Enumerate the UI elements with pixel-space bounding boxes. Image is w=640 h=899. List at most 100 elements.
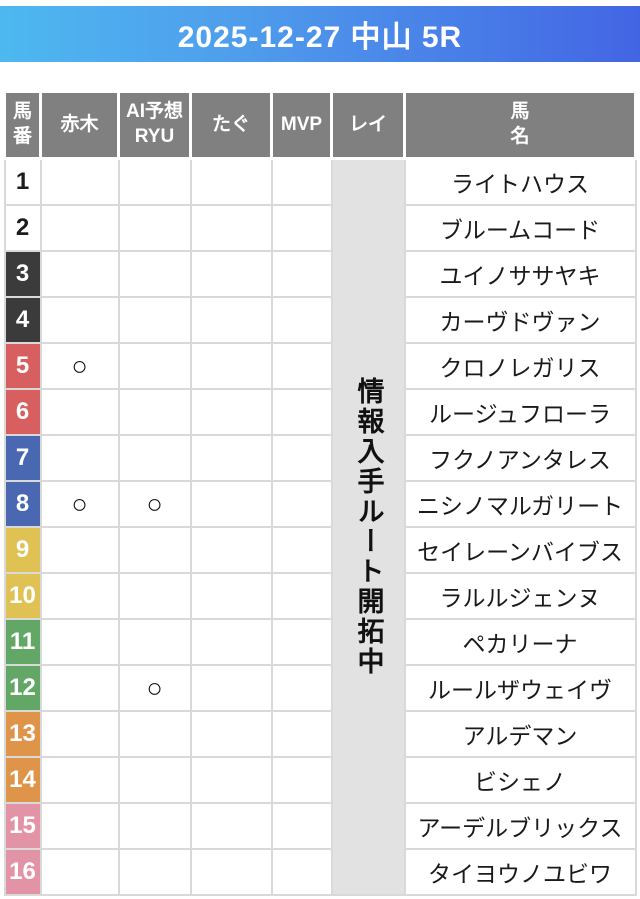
rei-notice-vertical-text: 情報入手ルート開拓中 — [353, 377, 384, 677]
column-header-mvp: MVP — [270, 90, 333, 160]
tipster-mark-cell-mvp — [270, 157, 333, 206]
tipster-mark-cell-tagu — [189, 756, 273, 804]
horse-number-cell: 3 — [3, 250, 42, 298]
tipster-mark-cell-ai — [117, 526, 192, 574]
horse-name-cell: ルールザウェイヴ — [403, 664, 637, 712]
rei-column-notice-cell: 情報入手ルート開拓中 — [330, 157, 406, 896]
tipster-mark-cell-akagi — [39, 526, 120, 574]
tipster-mark-cell-ai — [117, 388, 192, 436]
tipster-mark-cell-mvp — [270, 710, 333, 758]
tipster-mark-cell-mvp — [270, 848, 333, 896]
tipster-mark-cell-akagi — [39, 572, 120, 620]
tipster-mark-cell-tagu — [189, 618, 273, 666]
horse-number-cell: 15 — [3, 802, 42, 850]
table-row: 11 ペカリーナ — [3, 618, 637, 666]
tipster-mark-cell-tagu — [189, 710, 273, 758]
tipster-mark-cell-ai — [117, 756, 192, 804]
tipster-mark-cell-mvp — [270, 250, 333, 298]
tipster-mark-cell-akagi — [39, 250, 120, 298]
table-row: 7 フクノアンタレス — [3, 434, 637, 482]
table-row: 13 アルデマン — [3, 710, 637, 758]
tipster-mark-cell-tagu — [189, 480, 273, 528]
tipster-mark-cell-tagu — [189, 342, 273, 390]
tipster-mark-cell-akagi — [39, 802, 120, 850]
horse-name-cell: ユイノササヤキ — [403, 250, 637, 298]
tipster-mark-cell-akagi — [39, 618, 120, 666]
horse-number-cell: 5 — [3, 342, 42, 390]
horse-name-cell: カーヴドヴァン — [403, 296, 637, 344]
table-row: 14 ビシェノ — [3, 756, 637, 804]
tipster-mark-cell-tagu — [189, 296, 273, 344]
horse-name-cell: フクノアンタレス — [403, 434, 637, 482]
race-title: 2025-12-27 中山 5R — [177, 21, 463, 54]
table-row: 5 ○ クロノレガリス — [3, 342, 637, 390]
horse-name-cell: ニシノマルガリート — [403, 480, 637, 528]
horse-number-cell: 14 — [3, 756, 42, 804]
tipster-mark-cell-mvp — [270, 618, 333, 666]
tipster-mark-cell-akagi — [39, 710, 120, 758]
horse-name-cell: セイレーンバイブス — [403, 526, 637, 574]
horse-name-cell: ライトハウス — [403, 157, 637, 206]
column-header-name: 馬 名 — [403, 90, 637, 160]
tipster-mark-cell-akagi — [39, 434, 120, 482]
tipster-mark-cell-tagu — [189, 848, 273, 896]
table-row: 3 ユイノササヤキ — [3, 250, 637, 298]
horse-name-cell: クロノレガリス — [403, 342, 637, 390]
table-row: 12 ○ ルールザウェイヴ — [3, 664, 637, 712]
tipster-mark-cell-akagi — [39, 664, 120, 712]
tipster-mark-cell-akagi — [39, 204, 120, 252]
tipster-mark-cell-tagu — [189, 664, 273, 712]
tipster-mark-cell-ai — [117, 342, 192, 390]
horse-number-cell: 2 — [3, 204, 42, 252]
horse-number-cell: 10 — [3, 572, 42, 620]
horse-name-cell: ビシェノ — [403, 756, 637, 804]
horse-number-cell: 1 — [3, 157, 42, 206]
table-row: 2 ブルームコード — [3, 204, 637, 252]
tipster-mark-cell-ai — [117, 710, 192, 758]
tipster-mark-cell-akagi — [39, 388, 120, 436]
table-row: 6 ルージュフローラ — [3, 388, 637, 436]
table-header-row: 馬 番赤木 AI予想 RYU たぐ MVP レイ馬 名 — [3, 90, 637, 160]
tipster-mark-cell-akagi: ○ — [39, 342, 120, 390]
column-header-akagi: 赤木 — [39, 90, 120, 160]
horse-name-cell: ブルームコード — [403, 204, 637, 252]
tipster-mark-cell-tagu — [189, 388, 273, 436]
tipster-mark-cell-mvp — [270, 664, 333, 712]
table-row: 8 ○ ○ ニシノマルガリート — [3, 480, 637, 528]
horse-number-cell: 8 — [3, 480, 42, 528]
column-header-ai: AI予想 RYU — [117, 90, 192, 160]
table-row: 4 カーヴドヴァン — [3, 296, 637, 344]
race-sheet-page: { "header": { "title": "2025-12-27 中山 5R… — [0, 6, 640, 899]
horse-number-cell: 4 — [3, 296, 42, 344]
tipster-mark-cell-mvp — [270, 572, 333, 620]
tipster-mark-cell-tagu — [189, 250, 273, 298]
tipster-mark-cell-ai: ○ — [117, 480, 192, 528]
column-header-tagu: たぐ — [189, 90, 273, 160]
column-header-rei: レイ — [330, 90, 406, 160]
tipster-mark-cell-akagi: ○ — [39, 480, 120, 528]
table-row: 15 アーデルブリックス — [3, 802, 637, 850]
tipster-mark-cell-akagi — [39, 848, 120, 896]
tipster-mark-cell-ai — [117, 204, 192, 252]
tipster-mark-cell-akagi — [39, 296, 120, 344]
tipster-mark-cell-tagu — [189, 572, 273, 620]
horse-number-cell: 6 — [3, 388, 42, 436]
horse-name-cell: アーデルブリックス — [403, 802, 637, 850]
tipster-mark-cell-mvp — [270, 342, 333, 390]
prediction-table: 馬 番赤木 AI予想 RYU たぐ MVP レイ馬 名 1 情報入手ルート開拓中 ライトハウ… — [3, 90, 637, 896]
horse-name-cell: アルデマン — [403, 710, 637, 758]
tipster-mark-cell-mvp — [270, 204, 333, 252]
tipster-mark-cell-ai — [117, 572, 192, 620]
horse-name-cell: ペカリーナ — [403, 618, 637, 666]
horse-number-cell: 9 — [3, 526, 42, 574]
tipster-mark-cell-ai — [117, 296, 192, 344]
tipster-mark-cell-mvp — [270, 802, 333, 850]
horse-number-cell: 12 — [3, 664, 42, 712]
tipster-mark-cell-mvp — [270, 434, 333, 482]
tipster-mark-cell-ai — [117, 618, 192, 666]
table-row: 9 セイレーンバイブス — [3, 526, 637, 574]
tipster-mark-cell-ai — [117, 157, 192, 206]
table-row: 16 タイヨウノユビワ — [3, 848, 637, 896]
tipster-mark-cell-akagi — [39, 157, 120, 206]
table-body: 1 情報入手ルート開拓中 ライトハウス 2 ブルームコード 3 ユイノササヤキ 4 カーヴドヴァ… — [3, 157, 637, 896]
